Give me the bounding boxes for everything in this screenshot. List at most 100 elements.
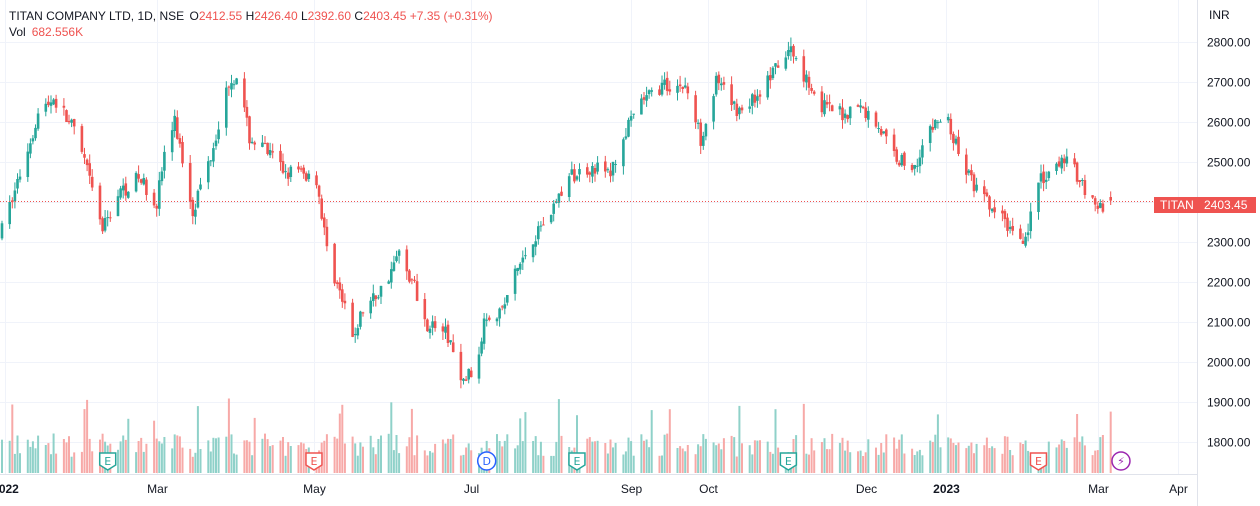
candle [1039,164,1043,189]
candle-body [356,328,360,336]
candle [1093,196,1097,212]
candle-body [622,139,625,167]
volume-bar [1001,453,1004,473]
volume-bar [988,448,991,473]
volume-bar [991,446,994,473]
candle [946,113,950,124]
candle-body [916,165,919,167]
volume-bar [362,446,364,473]
candle-body [1019,228,1022,239]
volume-bar [380,435,382,473]
candle-body [250,141,254,143]
dividend-event-marker[interactable]: D [476,451,497,471]
candle-body [722,82,726,85]
candle-body [109,217,112,219]
candle [825,94,829,109]
candle-body [464,379,468,381]
candle-body [560,191,563,196]
candle [934,119,937,131]
candle-body [127,191,130,198]
candle-body [333,243,336,284]
candle-body [856,105,860,107]
candle-body [647,90,651,95]
candle-body [495,318,499,322]
volume-bar [431,452,434,473]
candle [413,276,416,283]
earnings-event-marker[interactable]: E [305,452,323,471]
price-axis[interactable]: 1800.00 1900.00 2000.00 2100.00 2200.00 2300.… [1207,36,1251,450]
volume-bar [50,454,52,473]
event-markers[interactable]: E E D E E E ⚡ [98,451,1131,471]
candle [426,318,429,332]
time-axis[interactable]: 2022 Mar May Jul Sep Oct Dec 2023 Mar Apr [0,482,1188,496]
earnings-event-marker[interactable]: E [568,452,586,471]
candle-body [271,151,274,153]
candle [975,177,978,193]
candle-body [867,110,870,120]
candle [596,156,599,175]
candle [676,79,679,101]
candle [353,327,357,343]
candle [521,250,525,270]
candle-body [586,167,589,175]
volume-bar [661,455,663,473]
candle-body [433,321,437,329]
price-tag-ticker: TITAN [1160,198,1194,212]
split-event-marker[interactable]: ⚡ [1111,451,1131,471]
volume-bar [753,440,756,473]
volume-bar [158,441,161,473]
candle [516,267,519,276]
candle [356,324,360,340]
candle [683,77,687,89]
candle-body [900,155,904,166]
candle [379,285,383,304]
volume-bar [1011,455,1014,473]
candle [503,297,507,315]
candle-body [776,65,780,68]
candle-body [498,308,501,319]
candle-body [379,285,383,297]
candle [722,76,726,90]
candle-body [712,96,715,122]
candle [1001,205,1004,222]
candle-body [268,150,272,156]
volume-bar [808,454,810,473]
candle-body [596,162,599,172]
candle-body [209,160,213,162]
candle-body [882,131,886,134]
candle [645,86,648,107]
candle [230,74,233,98]
candle-body [49,102,53,106]
candle-body [732,101,736,104]
candle-body [359,311,362,327]
candle [828,94,831,112]
volume-bar [831,433,834,473]
volume-bar [722,438,725,473]
candle-body [1026,232,1030,236]
candle-body [913,165,916,169]
candle-body [253,142,256,145]
marker-shape [1029,452,1048,471]
volume-bar [1076,414,1079,473]
volume-bar [300,442,303,473]
earnings-event-marker[interactable]: E [1029,452,1048,471]
candle [155,203,158,217]
candle-body [449,340,452,343]
volume-bar [805,453,808,473]
candle-body [1096,205,1100,209]
candle-body [8,202,11,225]
volume-bar [594,441,596,473]
candle [480,337,483,357]
volume-bar [681,448,684,473]
volume-bar [390,402,393,473]
volume-bar [73,452,76,473]
candle-body [72,119,76,127]
volume-bar [1047,441,1050,473]
volume-bar [777,447,780,473]
earnings-event-marker[interactable]: E [779,452,798,471]
candle-body [885,129,888,137]
earnings-event-marker[interactable]: E [98,452,117,471]
volume-bar [936,414,939,473]
candle-body [1029,211,1032,232]
